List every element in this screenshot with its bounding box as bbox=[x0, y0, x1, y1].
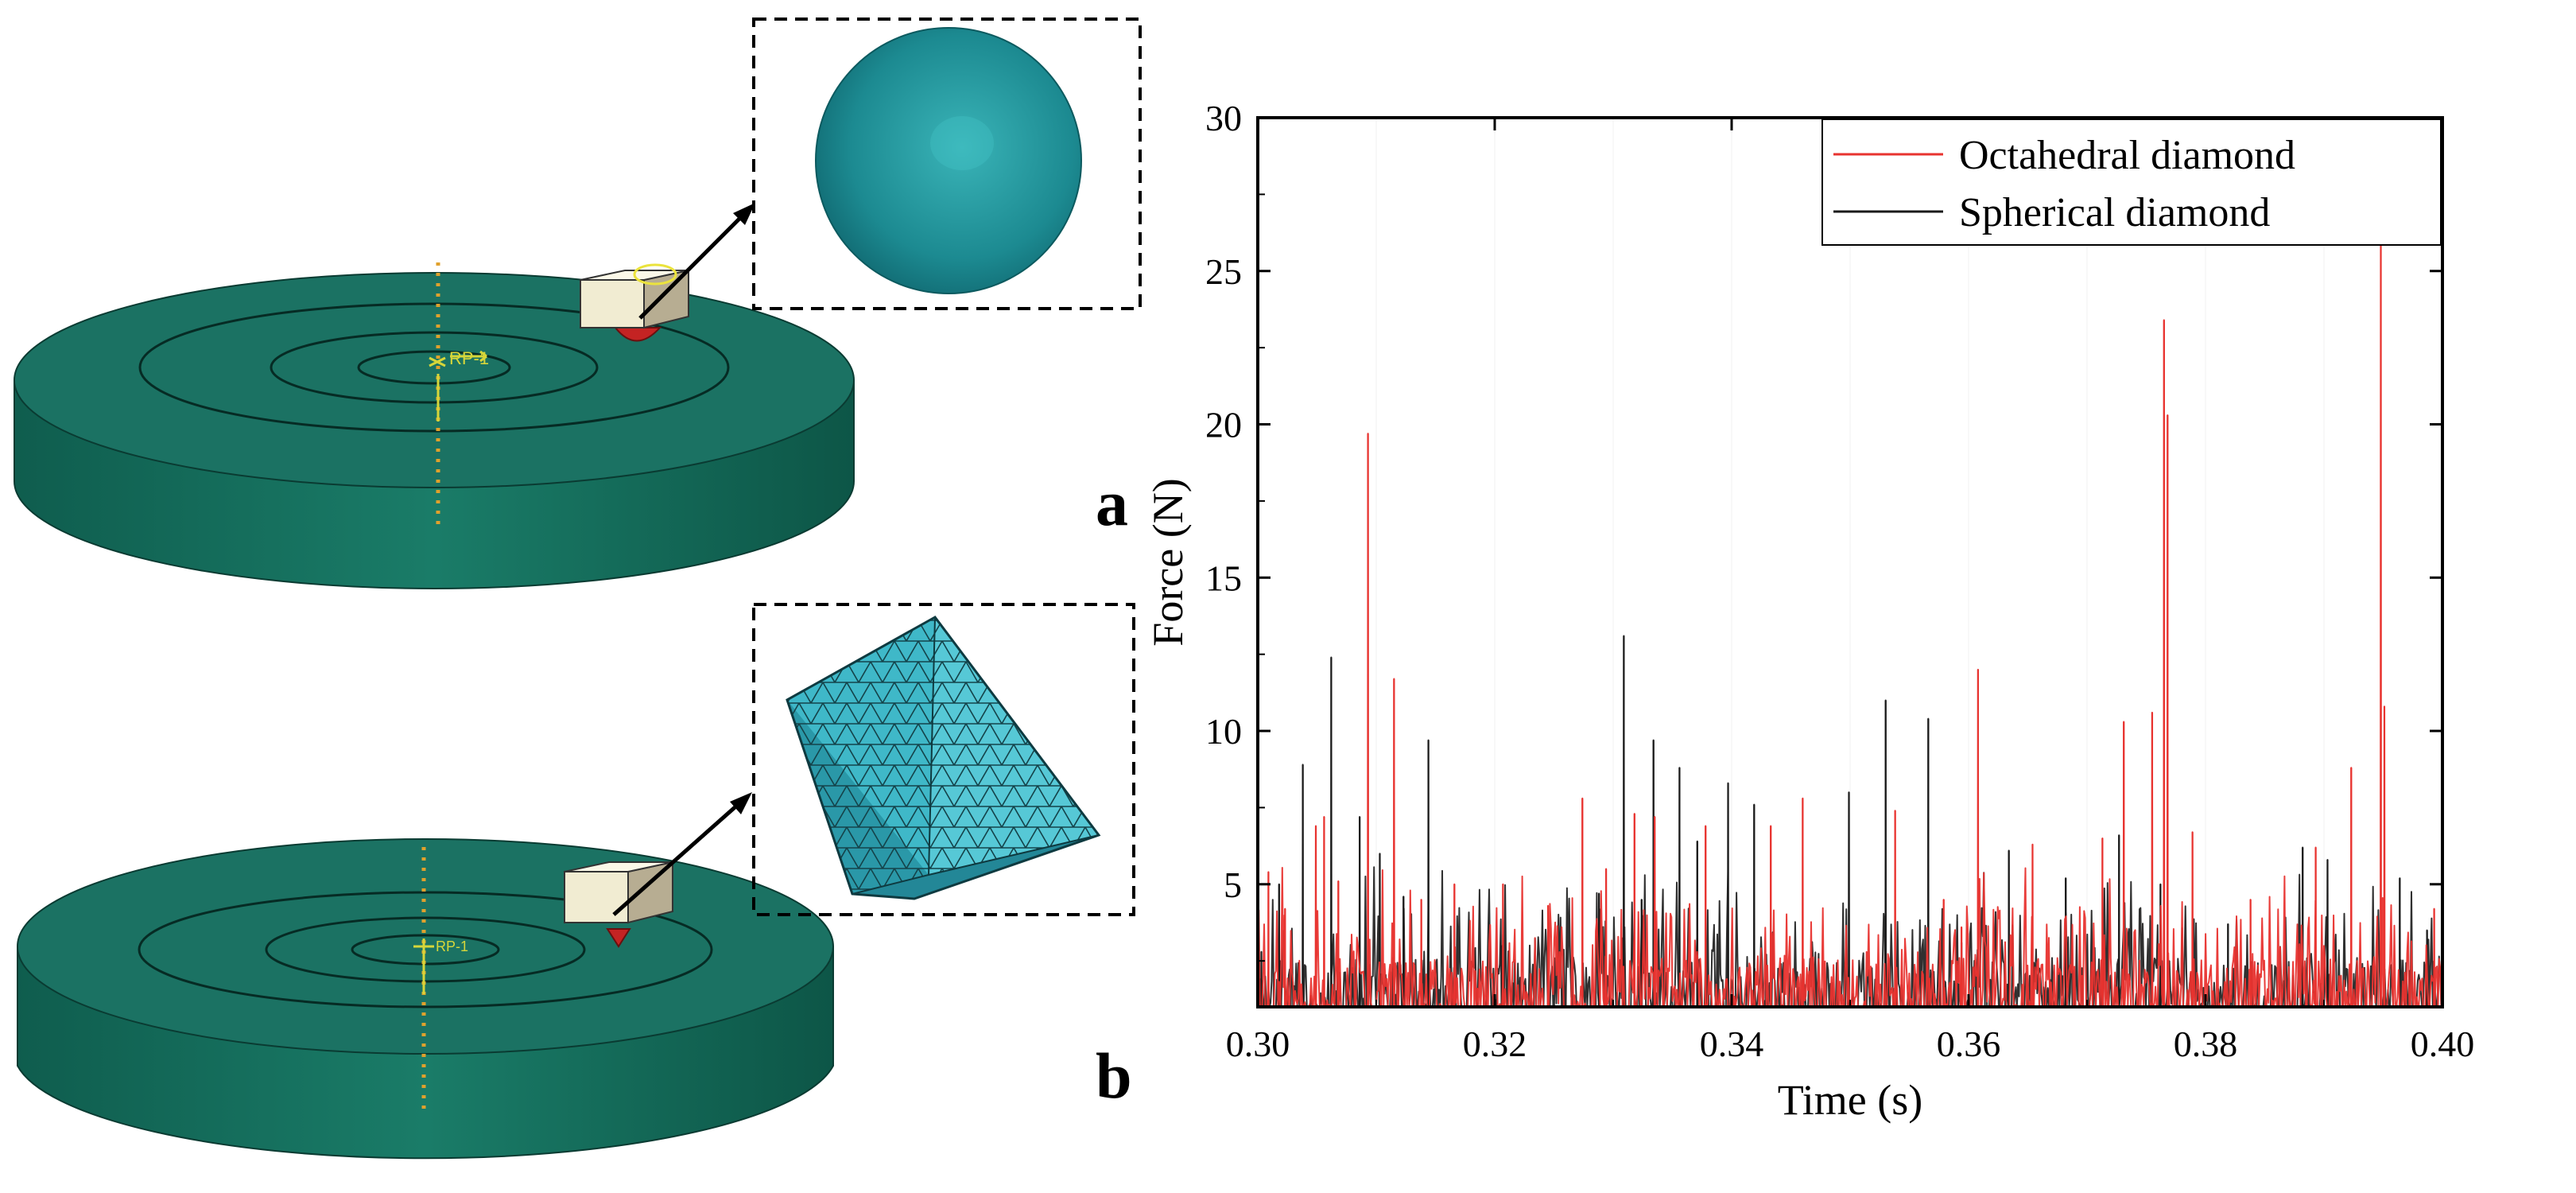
legend-label-octahedral: Octahedral diamond bbox=[1959, 133, 2295, 178]
panel-label-b: b bbox=[1096, 1040, 1132, 1112]
disk-model-b bbox=[17, 839, 833, 1158]
panel-a: RP-1 a bbox=[14, 19, 1140, 589]
reference-point-label-b: RP-1 bbox=[436, 938, 468, 954]
x-tick-label: 0.40 bbox=[2411, 1024, 2475, 1064]
panel-label-a: a bbox=[1096, 467, 1128, 539]
plot-area bbox=[1376, 118, 2324, 1007]
reference-point-label-a: RP-1 bbox=[449, 348, 489, 368]
x-tick-label: 0.34 bbox=[1700, 1024, 1764, 1064]
x-tick-label: 0.36 bbox=[1937, 1024, 2001, 1064]
force-time-chart: 0.30 0.32 0.34 0.36 0.38 0.40 5 10 15 20 25 30 Time… bbox=[1145, 0, 2576, 1193]
octahedral-diamond-inset bbox=[787, 617, 1099, 899]
fem-model-illustration: RP-1 a RP-1 bbox=[0, 0, 1161, 1193]
y-tick-label: 25 bbox=[1205, 251, 1242, 292]
panel-b: RP-1 b bbox=[17, 604, 1134, 1158]
x-tick-label: 0.32 bbox=[1463, 1024, 1527, 1064]
legend: Octahedral diamond Spherical diamond bbox=[1822, 119, 2441, 245]
disk-model-a bbox=[14, 273, 854, 589]
y-tick-label: 15 bbox=[1205, 558, 1242, 598]
x-axis-title: Time (s) bbox=[1778, 1076, 1923, 1124]
y-tick-label: 30 bbox=[1205, 98, 1242, 138]
x-tick-label: 0.38 bbox=[2174, 1024, 2238, 1064]
y-axis-title: Force (N) bbox=[1145, 478, 1192, 646]
y-tick-label: 10 bbox=[1205, 711, 1242, 752]
spherical-diamond-inset bbox=[816, 28, 1081, 293]
legend-label-spherical: Spherical diamond bbox=[1959, 190, 2270, 235]
y-tick-label: 5 bbox=[1224, 865, 1242, 905]
x-tick-label: 0.30 bbox=[1226, 1024, 1290, 1064]
y-tick-label: 20 bbox=[1205, 405, 1242, 445]
